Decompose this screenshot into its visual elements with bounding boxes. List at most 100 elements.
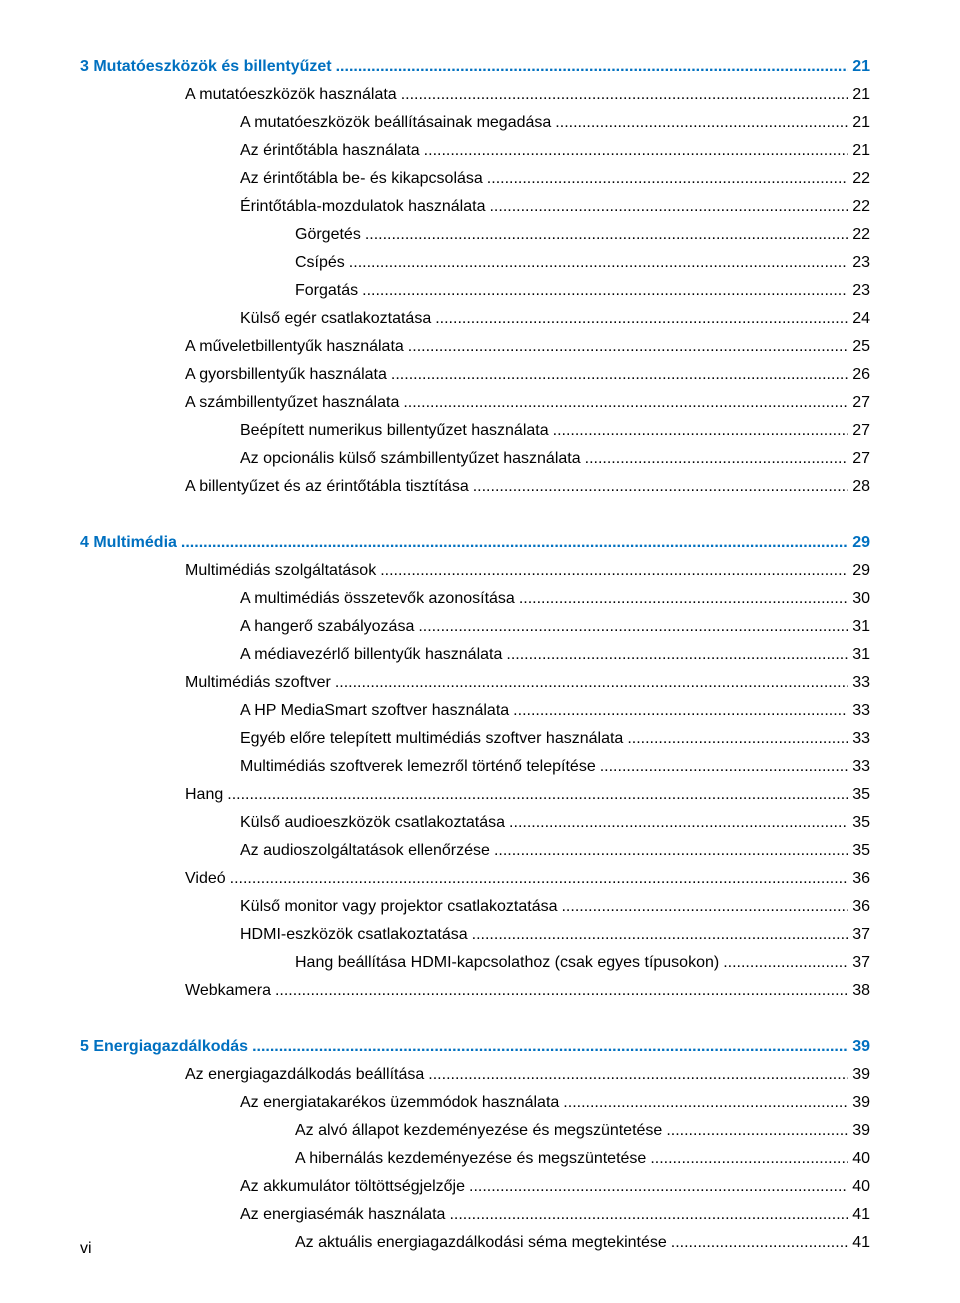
toc-entry-title: Az audioszolgáltatások ellenőrzése <box>240 839 490 863</box>
toc-chapter-title: 4 Multimédia <box>80 531 177 555</box>
toc-entry-title: HDMI-eszközök csatlakoztatása <box>240 923 468 947</box>
toc-entry-page: 35 <box>852 783 870 807</box>
toc-entry-page: 36 <box>852 867 870 891</box>
toc-entry-title: Multimédiás szoftverek lemezről történő … <box>240 755 596 779</box>
toc-chapter-title: 3 Mutatóeszközök és billentyűzet <box>80 55 332 79</box>
toc-dot-leader: ........................................… <box>336 55 849 79</box>
toc-entry[interactable]: Az aktuális energiagazdálkodási séma meg… <box>80 1231 870 1255</box>
toc-chapter-heading[interactable]: 3 Mutatóeszközök és billentyűzet........… <box>80 55 870 79</box>
toc-dot-leader: ........................................… <box>424 139 849 163</box>
toc-entry-title: Görgetés <box>295 223 361 247</box>
toc-entry-page: 21 <box>852 83 870 107</box>
toc-entry-title: Forgatás <box>295 279 358 303</box>
toc-dot-leader: ........................................… <box>723 951 848 975</box>
toc-entry[interactable]: Az audioszolgáltatások ellenőrzése......… <box>80 839 870 863</box>
toc-entry[interactable]: Görgetés................................… <box>80 223 870 247</box>
toc-entry[interactable]: Az akkumulátor töltöttségjelzője........… <box>80 1175 870 1199</box>
toc-entry[interactable]: Az energiatakarékos üzemmódok használata… <box>80 1091 870 1115</box>
toc-entry[interactable]: Az energiasémák használata..............… <box>80 1203 870 1227</box>
toc-dot-leader: ........................................… <box>671 1231 848 1255</box>
toc-entry[interactable]: A médiavezérlő billentyűk használata....… <box>80 643 870 667</box>
toc-container: 3 Mutatóeszközök és billentyűzet........… <box>80 55 870 1287</box>
toc-entry[interactable]: Beépített numerikus billentyűzet használ… <box>80 419 870 443</box>
toc-entry[interactable]: Az érintőtábla be- és kikapcsolása......… <box>80 167 870 191</box>
toc-entry-page: 26 <box>852 363 870 387</box>
toc-entry[interactable]: Csípés..................................… <box>80 251 870 275</box>
toc-entry[interactable]: Egyéb előre telepített multimédiás szoft… <box>80 727 870 751</box>
toc-entry-page: 24 <box>852 307 870 331</box>
toc-entry[interactable]: Multimédiás szolgáltatások..............… <box>80 559 870 583</box>
toc-entry[interactable]: A számbillentyűzet használata...........… <box>80 391 870 415</box>
toc-entry[interactable]: Érintőtábla-mozdulatok használata.......… <box>80 195 870 219</box>
toc-entry[interactable]: Az opcionális külső számbillentyűzet has… <box>80 447 870 471</box>
toc-dot-leader: ........................................… <box>401 83 849 107</box>
toc-entry-page: 21 <box>852 111 870 135</box>
toc-dot-leader: ........................................… <box>252 1035 848 1059</box>
toc-entry-title: A műveletbillentyűk használata <box>185 335 404 359</box>
toc-dot-leader: ........................................… <box>553 419 849 443</box>
toc-entry-title: Az alvó állapot kezdeményezése és megszü… <box>295 1119 662 1143</box>
toc-entry[interactable]: Webkamera...............................… <box>80 979 870 1003</box>
toc-entry-title: A HP MediaSmart szoftver használata <box>240 699 509 723</box>
toc-dot-leader: ........................................… <box>666 1119 848 1143</box>
toc-dot-leader: ........................................… <box>275 979 848 1003</box>
toc-entry-title: Az energiagazdálkodás beállítása <box>185 1063 424 1087</box>
toc-entry-page: 41 <box>852 1203 870 1227</box>
toc-dot-leader: ........................................… <box>362 279 848 303</box>
toc-entry-title: Hang <box>185 783 223 807</box>
toc-entry[interactable]: Hang....................................… <box>80 783 870 807</box>
toc-dot-leader: ........................................… <box>469 1175 848 1199</box>
toc-entry-title: Az opcionális külső számbillentyűzet has… <box>240 447 581 471</box>
toc-entry-title: Az energiatakarékos üzemmódok használata <box>240 1091 559 1115</box>
toc-entry-title: A hangerő szabályozása <box>240 615 414 639</box>
toc-dot-leader: ........................................… <box>230 867 849 891</box>
toc-chapter-page: 29 <box>852 531 870 555</box>
toc-entry[interactable]: Forgatás................................… <box>80 279 870 303</box>
toc-entry[interactable]: Külső egér csatlakoztatása..............… <box>80 307 870 331</box>
toc-entry[interactable]: Hang beállítása HDMI-kapcsolathoz (csak … <box>80 951 870 975</box>
toc-entry[interactable]: Multimédiás szoftverek lemezről történő … <box>80 755 870 779</box>
toc-entry-page: 33 <box>852 755 870 779</box>
toc-entry-title: A billentyűzet és az érintőtábla tisztít… <box>185 475 469 499</box>
toc-entry-page: 35 <box>852 811 870 835</box>
toc-entry-page: 29 <box>852 559 870 583</box>
toc-entry-page: 23 <box>852 279 870 303</box>
toc-entry[interactable]: A műveletbillentyűk használata..........… <box>80 335 870 359</box>
toc-dot-leader: ........................................… <box>335 671 848 695</box>
toc-entry[interactable]: Videó...................................… <box>80 867 870 891</box>
toc-dot-leader: ........................................… <box>227 783 848 807</box>
toc-entry[interactable]: A billentyűzet és az érintőtábla tisztít… <box>80 475 870 499</box>
toc-dot-leader: ........................................… <box>489 195 848 219</box>
toc-entry[interactable]: Külső monitor vagy projektor csatlakozta… <box>80 895 870 919</box>
toc-entry[interactable]: A hibernálás kezdeményezése és megszünte… <box>80 1147 870 1171</box>
toc-entry[interactable]: A mutatóeszközök használata.............… <box>80 83 870 107</box>
toc-entry[interactable]: A hangerő szabályozása..................… <box>80 615 870 639</box>
toc-dot-leader: ........................................… <box>418 615 848 639</box>
toc-entry[interactable]: Multimédiás szoftver....................… <box>80 671 870 695</box>
toc-entry[interactable]: A multimédiás összetevők azonosítása....… <box>80 587 870 611</box>
toc-page: 3 Mutatóeszközök és billentyűzet........… <box>0 0 960 1303</box>
toc-chapter-heading[interactable]: 4 Multimédia............................… <box>80 531 870 555</box>
toc-entry-title: Multimédiás szoftver <box>185 671 331 695</box>
toc-dot-leader: ........................................… <box>519 587 848 611</box>
toc-entry-title: Külső audioeszközök csatlakoztatása <box>240 811 505 835</box>
toc-entry[interactable]: A HP MediaSmart szoftver használata.....… <box>80 699 870 723</box>
toc-entry[interactable]: HDMI-eszközök csatlakoztatása...........… <box>80 923 870 947</box>
toc-chapter-heading[interactable]: 5 Energiagazdálkodás....................… <box>80 1035 870 1059</box>
toc-dot-leader: ........................................… <box>403 391 848 415</box>
toc-entry[interactable]: A gyorsbillentyűk használata............… <box>80 363 870 387</box>
toc-entry-title: A számbillentyűzet használata <box>185 391 399 415</box>
toc-entry[interactable]: Külső audioeszközök csatlakoztatása.....… <box>80 811 870 835</box>
toc-entry[interactable]: Az energiagazdálkodás beállítása........… <box>80 1063 870 1087</box>
toc-entry[interactable]: Az érintőtábla használata...............… <box>80 139 870 163</box>
toc-entry-page: 40 <box>852 1147 870 1171</box>
toc-entry-page: 39 <box>852 1119 870 1143</box>
toc-entry[interactable]: A mutatóeszközök beállításainak megadása… <box>80 111 870 135</box>
toc-entry-page: 23 <box>852 251 870 275</box>
toc-entry-title: Egyéb előre telepített multimédiás szoft… <box>240 727 623 751</box>
toc-dot-leader: ........................................… <box>391 363 848 387</box>
toc-entry-page: 28 <box>852 475 870 499</box>
toc-entry-page: 33 <box>852 671 870 695</box>
toc-dot-leader: ........................................… <box>487 167 848 191</box>
toc-entry[interactable]: Az alvó állapot kezdeményezése és megszü… <box>80 1119 870 1143</box>
